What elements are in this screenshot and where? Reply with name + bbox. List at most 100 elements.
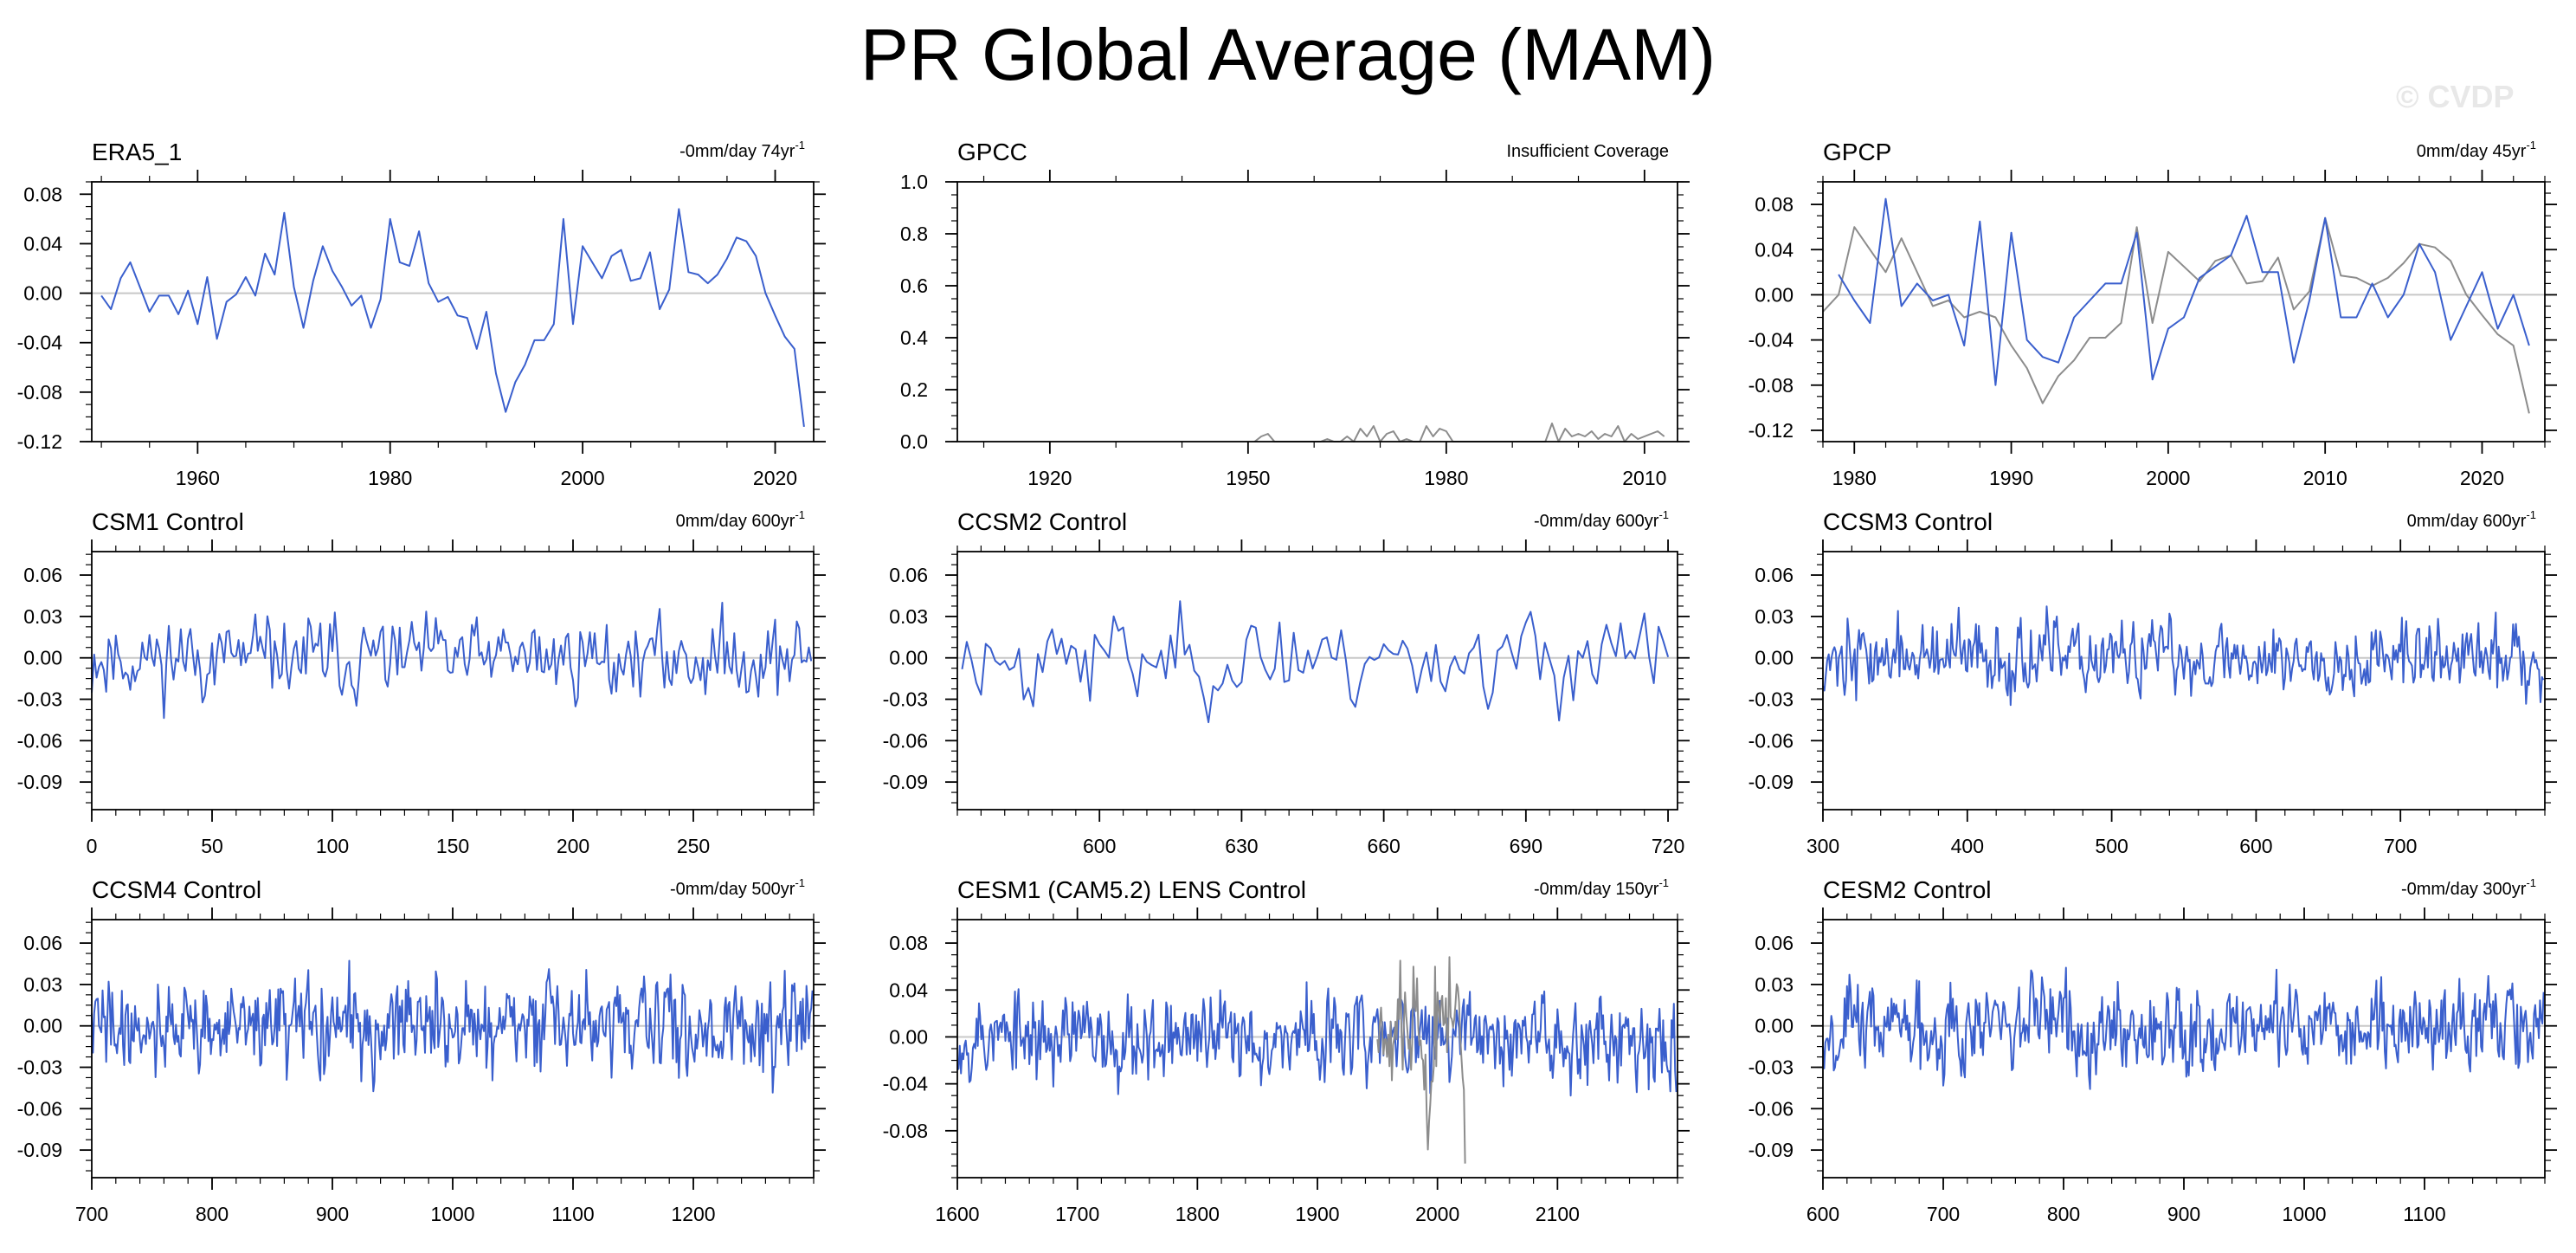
x-tick-label: 150 <box>436 835 469 857</box>
y-tick-label: -0.09 <box>1748 771 1794 793</box>
x-tick-label: 800 <box>196 1203 229 1225</box>
y-tick-label: 0.08 <box>1755 193 1794 216</box>
y-tick-label: 0.00 <box>1755 1015 1794 1037</box>
x-tick-label: 1100 <box>2403 1203 2445 1225</box>
x-tick-label: 700 <box>75 1203 108 1225</box>
y-tick-label: -0.06 <box>1748 729 1794 752</box>
panel-title: CSM1 Control <box>92 508 244 535</box>
y-tick-label: 0.00 <box>23 647 62 669</box>
y-tick-label: -0.03 <box>883 688 928 711</box>
y-tick-label: -0.04 <box>883 1073 929 1095</box>
trend-label: -0mm/day 300yr-1 <box>2401 876 2536 899</box>
x-tick-label: 1600 <box>935 1203 979 1225</box>
x-tick-label: 720 <box>1652 835 1684 857</box>
panel-title: CESM1 (CAM5.2) LENS Control <box>957 876 1306 903</box>
panel-ccsm3-control: CCSM3 Control 0mm/day 600yr-1 300 400 500 600… <box>1748 508 2557 857</box>
y-tick-label: -0.03 <box>1748 688 1794 711</box>
page-title: PR Global Average (MAM) <box>860 14 1716 95</box>
x-tick-label: 400 <box>1951 835 1984 857</box>
panel-title: ERA5_1 <box>92 139 182 165</box>
y-tick-label: -0.09 <box>17 771 62 793</box>
y-tick-label: -0.12 <box>17 430 62 453</box>
y-tick-label: -0.04 <box>1748 329 1794 352</box>
x-tick-label: 2100 <box>1536 1203 1580 1225</box>
panel-title: GPCC <box>957 139 1027 165</box>
plot-frame <box>91 919 815 1179</box>
y-tick-label: -0.03 <box>1748 1056 1794 1079</box>
panel-title: CESM2 Control <box>1823 876 1992 903</box>
x-tick-label: 700 <box>2384 835 2417 857</box>
y-tick-label: 0.04 <box>1755 238 1794 261</box>
y-tick-label: 0.06 <box>889 564 928 586</box>
plot-frame <box>956 551 1678 811</box>
y-tick-label: 0.00 <box>1755 283 1794 306</box>
plot-frame <box>91 181 815 442</box>
series-line <box>956 981 1678 1097</box>
y-tick-label: -0.03 <box>17 1056 62 1079</box>
panel-ccsm2-control: CCSM2 Control -0mm/day 600yr-1 600 630 660 69… <box>883 508 1690 857</box>
x-tick-label: 1980 <box>1832 467 1877 489</box>
x-tick-label: 1960 <box>176 467 220 489</box>
panel-title: CCSM3 Control <box>1823 508 1993 535</box>
plot-frame <box>1822 181 2546 442</box>
panel-title: GPCP <box>1823 139 1891 165</box>
x-tick-label: 1980 <box>368 467 412 489</box>
x-tick-label: 200 <box>557 835 589 857</box>
y-tick-label: 0.04 <box>23 232 62 255</box>
y-tick-label: 0.06 <box>1755 564 1794 586</box>
y-tick-label: -0.12 <box>1748 419 1794 442</box>
y-tick-label: -0.06 <box>1748 1097 1794 1120</box>
y-tick-label: -0.06 <box>17 729 62 752</box>
y-tick-label: 0.03 <box>23 605 62 628</box>
y-tick-label: -0.08 <box>17 381 62 404</box>
series-line <box>961 600 1670 724</box>
y-tick-label: 0.6 <box>900 274 928 297</box>
y-tick-label: 0.0 <box>900 430 928 453</box>
x-tick-label: 600 <box>2239 835 2272 857</box>
trend-label: -0mm/day 600yr-1 <box>1534 508 1669 531</box>
x-tick-label: 1000 <box>430 1203 474 1225</box>
plot-frame <box>1822 551 2546 811</box>
x-tick-label: 660 <box>1367 835 1400 857</box>
y-tick-label: -0.06 <box>17 1097 62 1120</box>
plot-frame <box>956 181 1678 442</box>
trend-label: 0mm/day 45yr-1 <box>2417 139 2536 161</box>
y-tick-label: -0.08 <box>883 1120 928 1142</box>
trend-label: 0mm/day 600yr-1 <box>2407 508 2536 531</box>
y-tick-label: 0.03 <box>1755 605 1794 628</box>
x-tick-label: 2020 <box>753 467 797 489</box>
y-tick-label: 0.03 <box>1755 973 1794 996</box>
x-tick-label: 800 <box>2047 1203 2080 1225</box>
y-tick-label: 0.00 <box>23 1015 62 1037</box>
y-tick-label: -0.06 <box>883 729 928 752</box>
x-tick-label: 500 <box>2095 835 2128 857</box>
x-tick-label: 600 <box>1806 1203 1839 1225</box>
x-tick-label: 1100 <box>551 1203 594 1225</box>
series-line <box>91 959 814 1094</box>
x-tick-label: 630 <box>1225 835 1258 857</box>
x-tick-label: 2010 <box>1622 467 1666 489</box>
y-tick-label: 0.2 <box>900 378 928 401</box>
panel-gpcc: GPCC Insufficient Coverage 1920 1950 1980 201… <box>900 139 1690 489</box>
x-tick-label: 1200 <box>671 1203 715 1225</box>
trend-label: -0mm/day 74yr-1 <box>679 139 805 161</box>
panel-title: CCSM4 Control <box>92 876 261 903</box>
x-tick-label: 1900 <box>1295 1203 1339 1225</box>
x-tick-label: 2020 <box>2460 467 2504 489</box>
x-tick-label: 2000 <box>561 467 605 489</box>
x-tick-label: 1800 <box>1175 1203 1220 1225</box>
x-tick-label: 300 <box>1806 835 1839 857</box>
y-tick-label: 0.04 <box>889 979 928 1001</box>
x-tick-label: 0 <box>87 835 98 857</box>
x-tick-label: 1700 <box>1055 1203 1099 1225</box>
x-tick-label: 100 <box>316 835 349 857</box>
y-tick-label: 0.08 <box>23 183 62 205</box>
y-tick-label: 0.00 <box>889 1025 928 1048</box>
x-tick-label: 2000 <box>2146 467 2190 489</box>
series-line <box>91 602 813 720</box>
y-tick-label: 0.00 <box>1755 647 1794 669</box>
x-tick-label: 900 <box>316 1203 349 1225</box>
y-tick-label: 0.00 <box>889 647 928 669</box>
y-tick-label: 0.8 <box>900 223 928 245</box>
x-tick-label: 1920 <box>1027 467 1072 489</box>
